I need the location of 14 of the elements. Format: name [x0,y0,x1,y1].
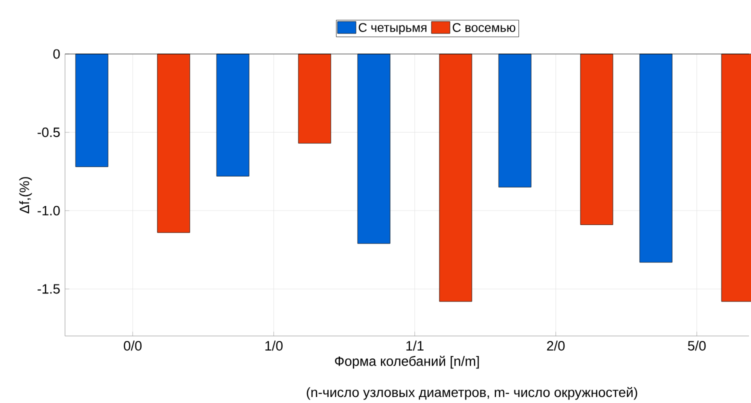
text: (n-число узловых диаметров, m- число окружностей) [306,386,638,400]
y-tick-label: -1.0 [38,206,60,216]
x-tick-label: 1/0 [265,340,283,351]
legend-label: С четырьмя [358,23,426,34]
y-axis-title: Δf,(%) [19,177,32,214]
y-tick-label: 0 [53,49,60,59]
y-tick-label: -1.5 [38,284,60,294]
legend-label: С восемью [452,23,516,32]
y-tick-label: -0.5 [38,128,60,138]
x-tick-label: 0/0 [124,340,142,351]
x-tick-label: 2/0 [547,340,565,351]
x-axis-title: Форма колебаний [n/m] [335,356,479,369]
x-tick-label: 5/0 [688,340,706,351]
x-tick-label: 1/1 [406,340,424,351]
